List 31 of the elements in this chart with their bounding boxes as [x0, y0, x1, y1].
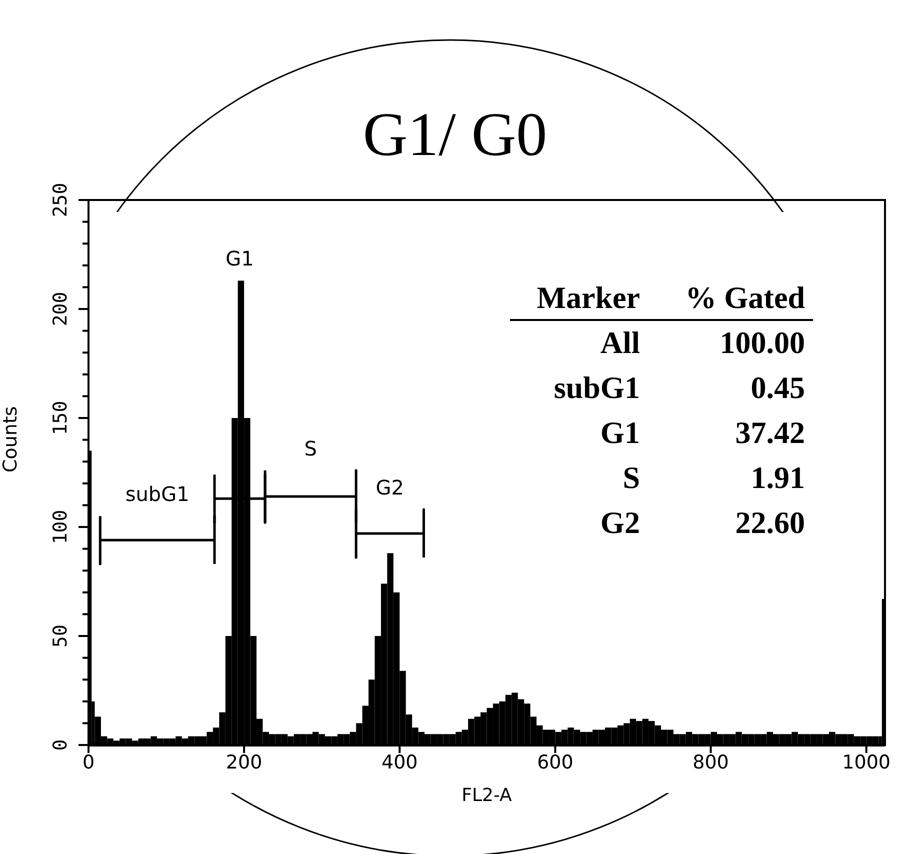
annotation: G2 [376, 476, 404, 500]
annotation: G1 [600, 415, 640, 450]
annotation: G1 [226, 246, 254, 271]
annotation: All [600, 325, 640, 360]
x-tick-label: 800 [692, 751, 729, 774]
y-tick-label: 100 [50, 510, 72, 544]
annotation: G2 [600, 505, 640, 540]
x-tick-label: 0 [82, 751, 95, 774]
y-tick-label: 250 [50, 182, 72, 218]
x-tick-label: 200 [226, 751, 262, 774]
y-tick-label: 200 [50, 292, 72, 326]
annotation: 1.91 [750, 460, 805, 495]
annotation: S [622, 460, 640, 495]
annotation: subG1 [125, 482, 190, 506]
annotation: 22.60 [735, 505, 805, 540]
annotation: subG1 [554, 370, 640, 405]
y-tick-label: 0 [50, 739, 72, 751]
annotation: S [304, 436, 317, 460]
y-axis-title: Counts [0, 406, 22, 472]
x-axis-title: FL2-A [462, 785, 513, 806]
chart-title: G1/ G0 [362, 101, 548, 169]
annotation: 100.00 [720, 325, 805, 360]
x-tick-label: 400 [382, 751, 418, 774]
y-tick-label: 150 [50, 400, 72, 436]
annotation: 0.45 [750, 370, 805, 405]
x-tick-label: 600 [537, 751, 574, 774]
annotation: Marker [536, 280, 640, 315]
x-tick-label: 1000 [842, 751, 891, 774]
annotation: % Gated [685, 280, 805, 315]
annotation: 37.42 [735, 415, 805, 450]
y-tick-label: 50 [50, 624, 72, 648]
